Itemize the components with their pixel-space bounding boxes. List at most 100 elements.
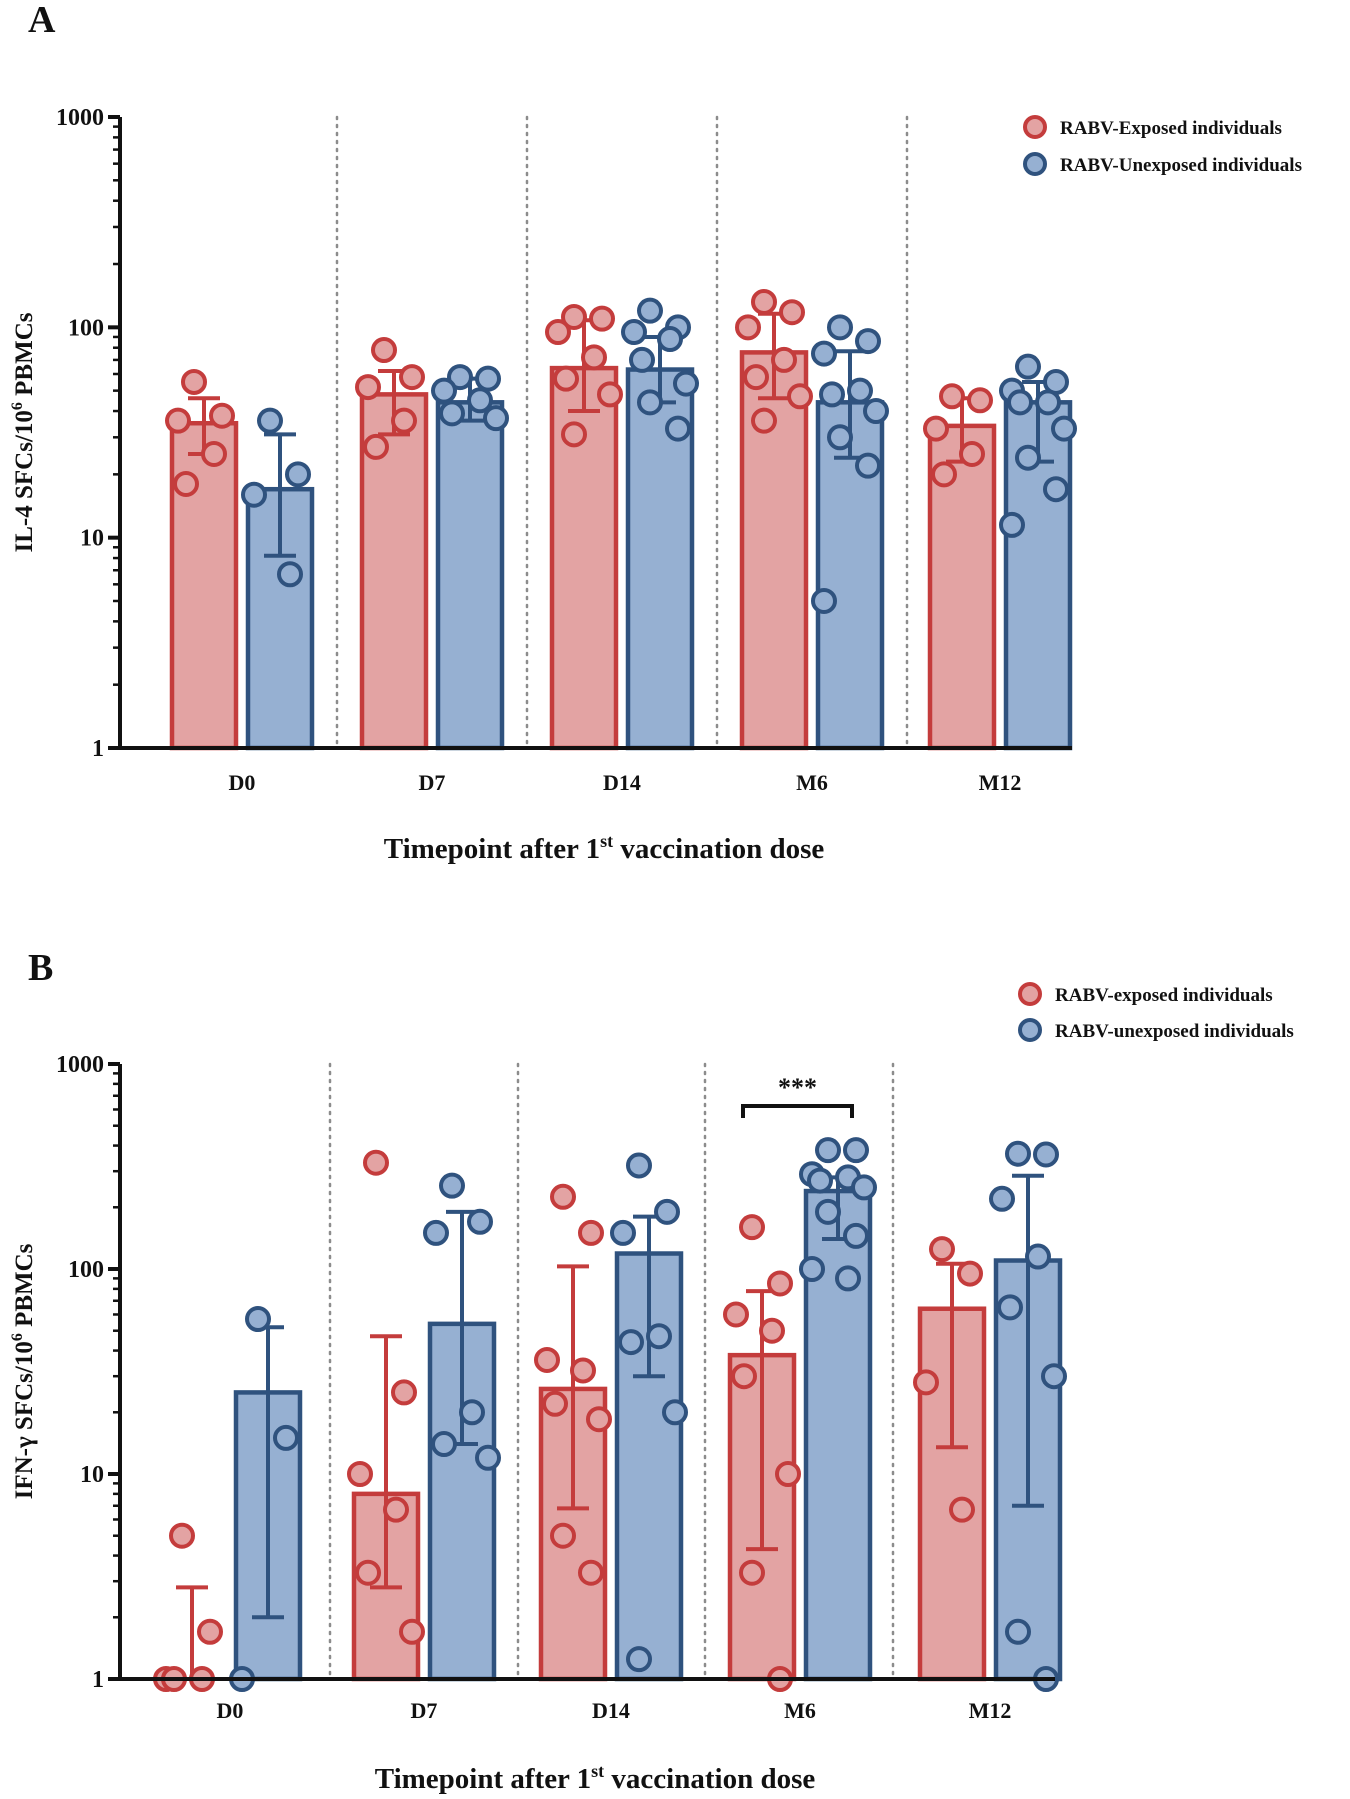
data-point [743, 364, 769, 391]
data-point [570, 1357, 596, 1384]
data-point [383, 1496, 409, 1523]
data-point [827, 314, 853, 341]
data-point [959, 440, 985, 467]
data-point [285, 461, 311, 488]
data-point [843, 1222, 869, 1249]
data-point [399, 1618, 425, 1645]
data-point [739, 1559, 765, 1586]
data-point [767, 1270, 793, 1297]
panel-label: B [28, 947, 53, 989]
data-point [391, 407, 417, 434]
y-axis-title-tail: PBMCs [11, 312, 38, 402]
panel-b-chart: B D0 D7 D14 M6 M12 1 10 100 1000 Timepoint after 1… [9, 947, 1294, 1795]
data-point [662, 1399, 688, 1426]
data-point [646, 1323, 672, 1350]
data-point [391, 1379, 417, 1406]
x-tick-label: M12 [969, 1698, 1012, 1723]
data-point [787, 383, 813, 410]
y-tick-label: 100 [68, 315, 104, 341]
significance-bracket [741, 1104, 854, 1118]
x-axis-title-text: Timepoint after 1 [384, 833, 600, 865]
data-point [439, 400, 465, 427]
data-point [355, 1559, 381, 1586]
y-axis-title-text: IL-4 SFCs/10 [11, 410, 38, 552]
y-axis-title: IL-4 SFCs/106 PBMCs [9, 312, 38, 552]
data-point [475, 365, 501, 392]
data-point [1005, 1618, 1031, 1645]
panel-a-chart: A D0 D7 D14 M6 M12 1 10 100 1000 Timepoint after 1… [9, 0, 1302, 865]
data-point [939, 383, 965, 410]
data-point [751, 288, 777, 315]
data-point [723, 1301, 749, 1328]
y-axis-title-text: IFN-γ SFCs/10 [11, 1341, 38, 1499]
data-point [561, 303, 587, 330]
data-point [815, 1137, 841, 1164]
data-point [355, 374, 381, 401]
data-point [589, 305, 615, 332]
data-point [447, 364, 473, 391]
data-point [550, 1522, 576, 1549]
data-point [1025, 1243, 1051, 1270]
bar-D14-s0 [549, 365, 619, 751]
data-point [475, 1444, 501, 1471]
data-point [1007, 389, 1033, 416]
data-point [913, 1369, 939, 1396]
data-point [257, 407, 283, 434]
data-point [197, 1618, 223, 1645]
y-tick-label: 100 [68, 1257, 104, 1283]
data-point [827, 424, 853, 451]
data-point [751, 407, 777, 434]
data-point [851, 1174, 877, 1201]
data-point [165, 407, 191, 434]
x-tick-label: M12 [979, 770, 1022, 795]
data-point [245, 1306, 271, 1333]
y-axis-title-sup: 6 [9, 1333, 26, 1341]
data-point [371, 337, 397, 364]
data-point [363, 1149, 389, 1176]
data-point [843, 1137, 869, 1164]
data-point [637, 297, 663, 324]
data-point [739, 1214, 765, 1241]
data-point [483, 405, 509, 432]
legend-marker [1023, 115, 1047, 139]
data-point [967, 387, 993, 414]
data-point [201, 440, 227, 467]
data-point [1033, 1141, 1059, 1168]
legend-label: RABV-unexposed individuals [1055, 1021, 1294, 1042]
data-point [819, 381, 845, 408]
y-tick-label: 1000 [56, 1052, 104, 1078]
data-point [1051, 415, 1077, 442]
data-point [863, 398, 889, 425]
data-point [561, 421, 587, 448]
significance-label: *** [778, 1073, 817, 1102]
x-axis-title-text: Timepoint after 1 [375, 1763, 591, 1795]
data-point [439, 1172, 465, 1199]
y-tick-label: 10 [80, 1462, 104, 1488]
data-point [586, 1406, 612, 1433]
data-point [989, 1185, 1015, 1212]
data-point [1015, 353, 1041, 380]
data-point [1043, 476, 1069, 503]
data-point [771, 346, 797, 373]
data-point [431, 377, 457, 404]
y-axis-title: IFN-γ SFCs/106 PBMCs [9, 1243, 38, 1499]
x-tick-label: D14 [592, 1698, 630, 1723]
data-point [759, 1317, 785, 1344]
data-point [1041, 1363, 1067, 1390]
x-tick-label: D0 [229, 770, 256, 795]
legend-marker [1018, 982, 1042, 1006]
data-point [618, 1329, 644, 1356]
x-tick-label: D0 [217, 1698, 244, 1723]
y-tick-label: 10 [80, 526, 104, 552]
data-point [923, 415, 949, 442]
data-point [673, 370, 699, 397]
x-tick-label: D7 [411, 1698, 438, 1723]
data-point [626, 1152, 652, 1179]
data-point [811, 587, 837, 614]
data-point [657, 326, 683, 353]
data-point [467, 387, 493, 414]
x-tick-label: M6 [796, 770, 828, 795]
panel-label: A [28, 0, 56, 41]
data-point [423, 1219, 449, 1246]
